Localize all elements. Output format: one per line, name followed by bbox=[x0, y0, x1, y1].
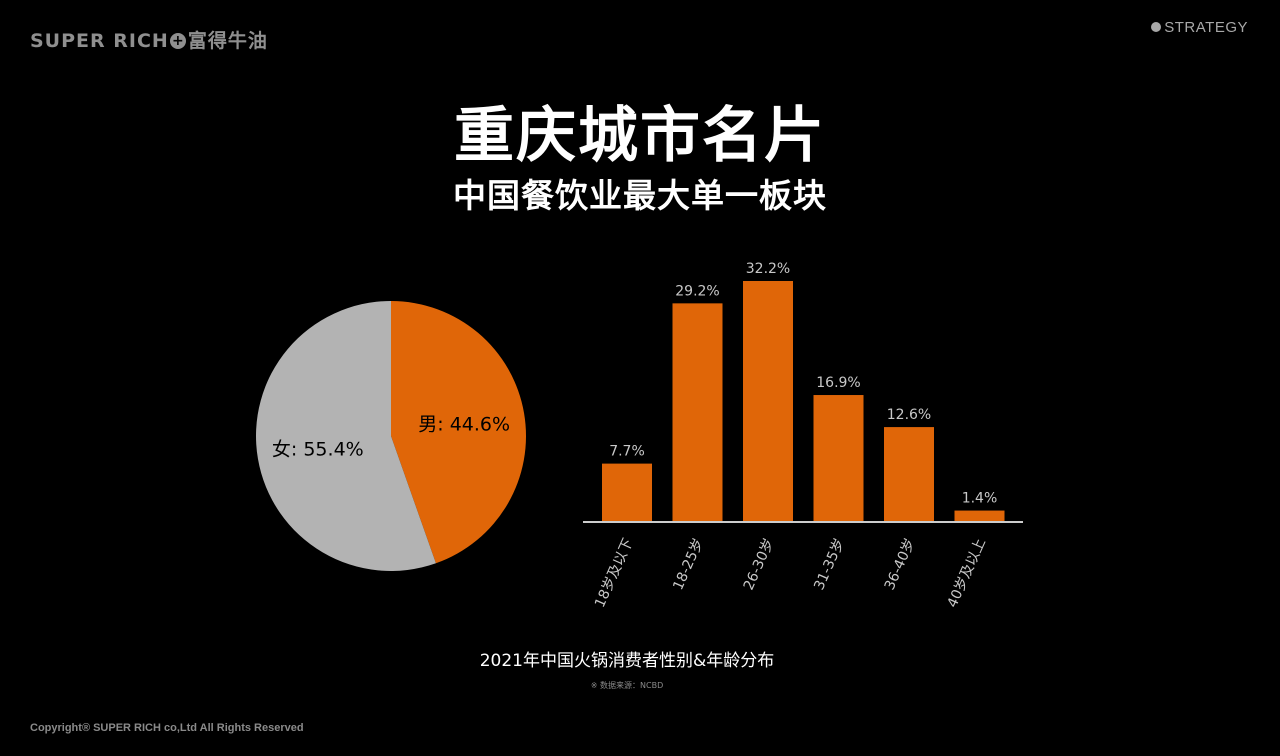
section-label: STRATEGY bbox=[1151, 19, 1248, 36]
bar-data-label-0: 7.7% bbox=[609, 444, 645, 460]
bar-data-label-1: 29.2% bbox=[675, 283, 719, 299]
pie-slice-1 bbox=[255, 301, 436, 571]
bar-category-label-2: 26-30岁 bbox=[741, 536, 778, 592]
bar-data-label-3: 16.9% bbox=[816, 375, 860, 391]
bar-2 bbox=[743, 281, 793, 521]
bar-0 bbox=[602, 463, 652, 521]
bar-4 bbox=[884, 427, 934, 521]
bar-data-label-4: 12.6% bbox=[887, 407, 931, 423]
bar-category-label-1: 18-25岁 bbox=[670, 536, 707, 592]
bar-data-label-5: 1.4% bbox=[962, 491, 998, 507]
pie-slice-0 bbox=[391, 301, 526, 564]
logo-plus-icon: + bbox=[169, 33, 186, 49]
logo-text: SUPER RICH bbox=[30, 30, 169, 52]
section-label-text: STRATEGY bbox=[1164, 19, 1248, 36]
bar-category-label-3: 31-35岁 bbox=[811, 536, 848, 592]
logo-chinese-text: 富得牛油 bbox=[187, 30, 268, 52]
bar-5 bbox=[954, 510, 1005, 521]
brand-logo: SUPER RICH + 富得牛油 bbox=[30, 26, 268, 53]
pie-slice-label-1: 女: 55.4% bbox=[272, 439, 364, 461]
bar-category-label-5: 40岁及以上 bbox=[945, 536, 990, 610]
bar-category-label-4: 36-40岁 bbox=[882, 536, 919, 592]
chart-caption: 2021年中国火锅消费者性别&年龄分布 bbox=[479, 651, 775, 671]
page-title: 重庆城市名片 bbox=[454, 101, 826, 171]
bar-category-label-0: 18岁及以下 bbox=[592, 536, 637, 610]
bar-1 bbox=[672, 303, 723, 521]
bar-data-label-2: 32.2% bbox=[746, 261, 790, 277]
page-subtitle: 中国餐饮业最大单一板块 bbox=[453, 176, 827, 215]
copyright-notice: Copyright® SUPER RICH co,Ltd All Rights … bbox=[30, 722, 304, 734]
bar-chart: 7.7% 18岁及以下 29.2% 18-25岁 32.2% 26-30岁 16.9% 31-… bbox=[583, 261, 1023, 610]
data-source-note: ※ 数据来源：NCBD bbox=[590, 681, 664, 690]
bar-3 bbox=[813, 395, 864, 521]
pie-chart: 男: 44.6% 女: 55.4% bbox=[255, 301, 526, 571]
pie-slice-label-0: 男: 44.6% bbox=[418, 413, 510, 435]
circle-dot-icon bbox=[1151, 22, 1162, 32]
